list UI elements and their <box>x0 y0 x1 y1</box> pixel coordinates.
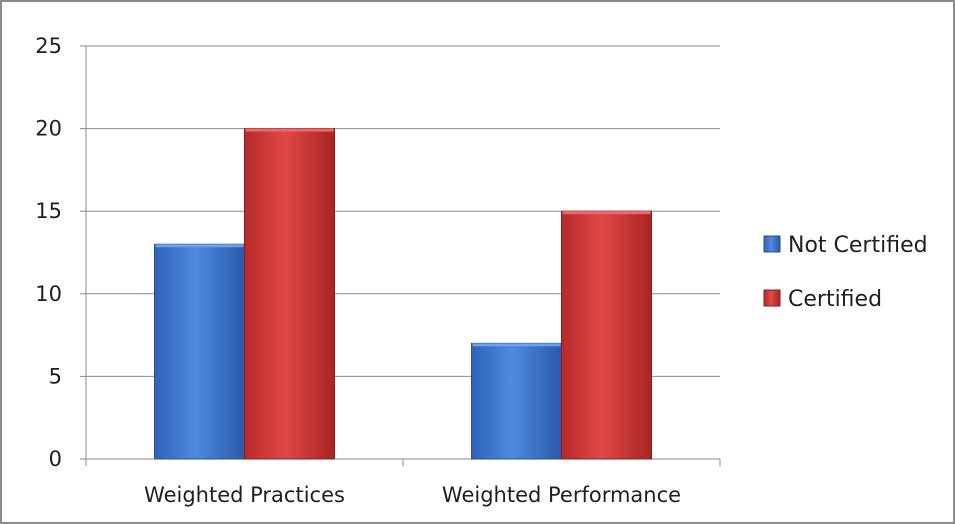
bar-not-certified-1 <box>471 342 562 460</box>
bar-not-certified-0 <box>154 243 245 460</box>
y-tick-labels: 0 5 10 15 20 25 <box>35 34 62 471</box>
x-category-labels: Weighted Practices Weighted Performance <box>144 483 681 507</box>
y-tick-label: 25 <box>35 34 62 58</box>
y-tick-label: 15 <box>35 199 62 223</box>
legend-item: Not Certified <box>763 233 928 258</box>
bar-certified-1 <box>561 210 652 460</box>
x-category-label: Weighted Performance <box>442 483 681 507</box>
y-tick-label: 0 <box>49 447 62 471</box>
bars <box>154 128 652 460</box>
legend: Not Certified Certified <box>763 233 928 312</box>
y-tick-label: 10 <box>35 282 62 306</box>
legend-swatch <box>763 289 781 307</box>
y-tick-label: 20 <box>35 117 62 141</box>
bar-top-highlight <box>155 244 244 248</box>
y-tick-label: 5 <box>49 364 62 388</box>
bar-certified-0 <box>244 128 335 460</box>
bar-top-highlight <box>472 343 561 347</box>
legend-swatch <box>763 235 781 253</box>
legend-item: Certified <box>763 287 882 312</box>
legend-label: Certified <box>788 287 882 312</box>
legend-label: Not Certified <box>788 233 928 258</box>
x-category-label: Weighted Practices <box>144 483 345 507</box>
bar-top-highlight <box>562 211 651 215</box>
bar-top-highlight <box>245 128 334 132</box>
